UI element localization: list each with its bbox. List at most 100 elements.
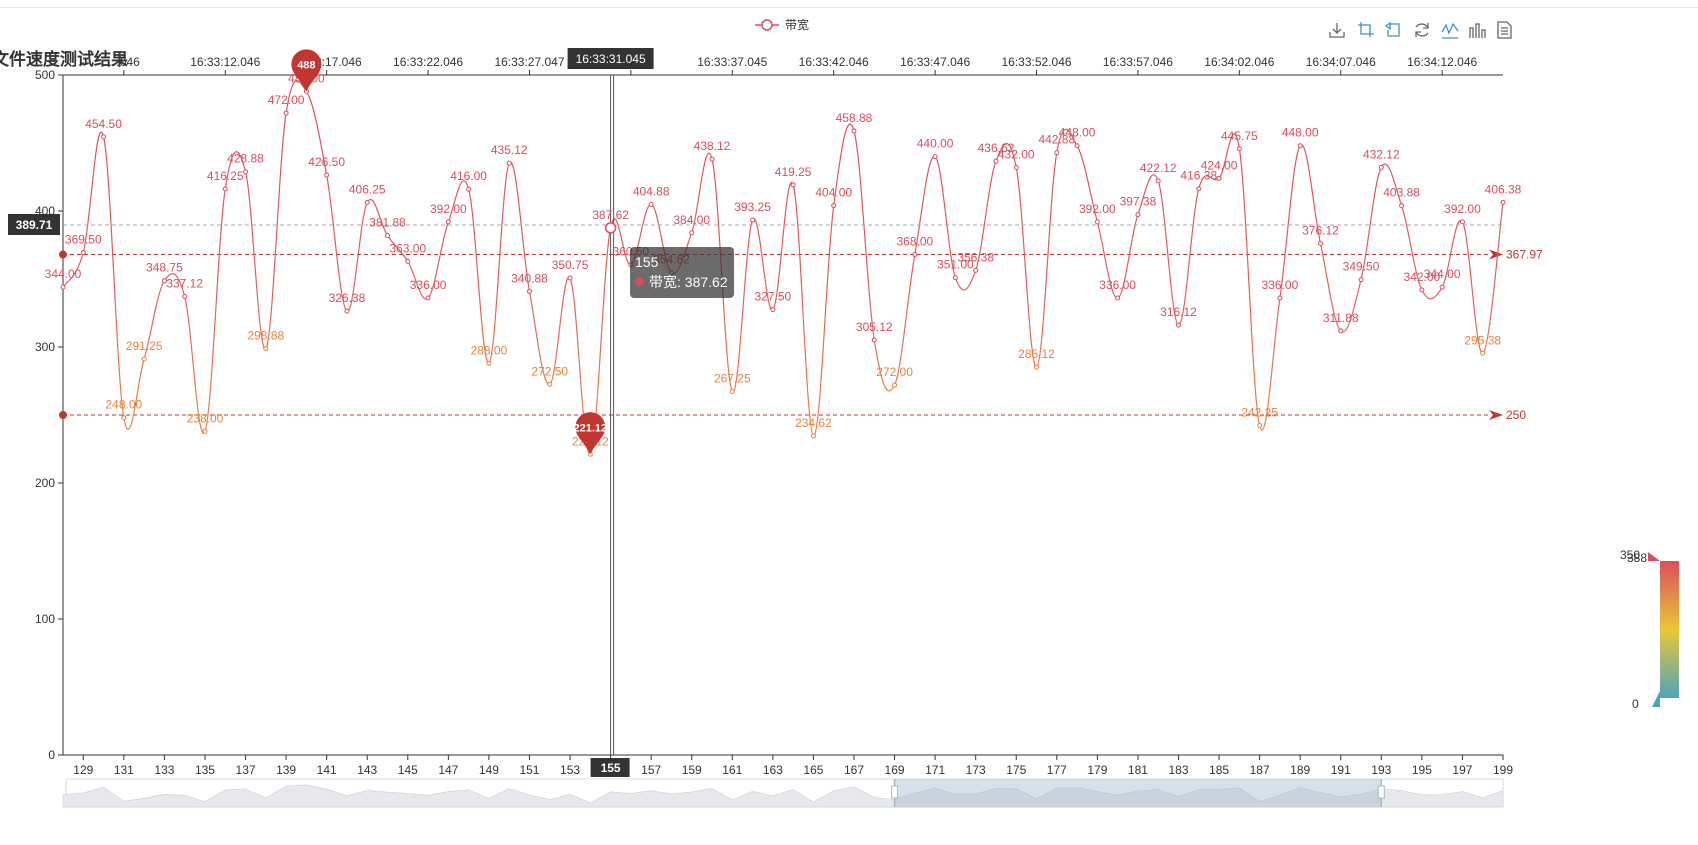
data-point[interactable] xyxy=(445,219,451,225)
data-point[interactable] xyxy=(932,154,938,160)
data-point[interactable] xyxy=(1094,219,1100,225)
data-point[interactable] xyxy=(405,258,411,264)
data-label: 404.88 xyxy=(633,184,670,198)
data-point[interactable] xyxy=(1317,240,1323,246)
data-label: 392.00 xyxy=(430,202,467,216)
data-point[interactable] xyxy=(648,201,654,207)
legend[interactable]: 带宽 xyxy=(755,17,809,32)
data-point[interactable] xyxy=(1115,295,1121,301)
visual-map-handle-low[interactable] xyxy=(1652,691,1660,707)
data-point[interactable] xyxy=(121,415,127,421)
data-point[interactable] xyxy=(851,128,857,134)
data-label: 267.25 xyxy=(714,372,751,386)
data-label: 440.00 xyxy=(917,137,954,151)
bar-chart-icon[interactable] xyxy=(1469,23,1486,38)
axis-pointer-bottom-badge xyxy=(590,758,630,777)
restore-icon[interactable] xyxy=(1415,23,1429,37)
data-point[interactable] xyxy=(1480,350,1486,356)
data-point[interactable] xyxy=(1155,178,1161,184)
data-point[interactable] xyxy=(1338,328,1344,334)
zoom-reset-icon[interactable] xyxy=(1384,21,1400,37)
data-point[interactable] xyxy=(709,156,715,162)
data-point[interactable] xyxy=(324,172,330,178)
data-point[interactable] xyxy=(750,217,756,223)
data-point[interactable] xyxy=(1439,284,1445,290)
data-point[interactable] xyxy=(222,186,228,192)
zoom-icon[interactable] xyxy=(1358,22,1374,37)
data-point[interactable] xyxy=(1034,364,1040,370)
data-label: 445.75 xyxy=(1221,129,1258,143)
data-point[interactable] xyxy=(1419,287,1425,293)
data-point[interactable] xyxy=(1257,423,1263,429)
data-point[interactable] xyxy=(1135,212,1141,218)
data-point[interactable] xyxy=(425,295,431,301)
line-chart-icon[interactable] xyxy=(1441,22,1459,39)
data-point[interactable] xyxy=(243,169,249,175)
data-point[interactable] xyxy=(1196,186,1202,192)
data-point[interactable] xyxy=(770,307,776,313)
data-point[interactable] xyxy=(141,356,147,362)
y-tick-label: 0 xyxy=(48,748,55,762)
data-zoom-grip-left-icon[interactable] xyxy=(891,785,899,799)
data-point[interactable] xyxy=(1277,295,1283,301)
data-point[interactable] xyxy=(1054,150,1060,156)
data-point[interactable] xyxy=(790,182,796,188)
axis-pointer-top-label: 16:33:31.045 xyxy=(576,52,646,66)
x-tick-label: 137 xyxy=(236,763,256,777)
data-point[interactable] xyxy=(60,284,66,290)
data-point[interactable] xyxy=(364,200,370,205)
data-point[interactable] xyxy=(1074,143,1080,149)
x-tick-label: 159 xyxy=(682,763,702,777)
download-icon[interactable] xyxy=(1329,23,1345,38)
data-point[interactable] xyxy=(871,337,877,343)
data-point[interactable] xyxy=(729,389,735,395)
data-point[interactable] xyxy=(263,346,269,352)
data-view-icon[interactable] xyxy=(1497,21,1512,39)
data-point[interactable] xyxy=(1459,219,1465,225)
data-point[interactable] xyxy=(1175,322,1181,328)
data-label: 404.00 xyxy=(815,186,852,200)
data-point[interactable] xyxy=(506,160,512,166)
top-tick-label: …046 xyxy=(108,55,140,69)
data-zoom-selection[interactable] xyxy=(894,779,1382,807)
data-point[interactable] xyxy=(466,186,472,192)
data-point[interactable] xyxy=(810,433,816,439)
data-point[interactable] xyxy=(1013,164,1019,170)
data-point[interactable] xyxy=(993,158,999,164)
data-point[interactable] xyxy=(344,308,350,314)
data-zoom-grip-right-icon[interactable] xyxy=(1377,785,1385,799)
data-point[interactable] xyxy=(182,294,188,300)
visual-map[interactable]: 350 388 0 xyxy=(1620,548,1679,711)
data-label: 272.50 xyxy=(531,364,568,378)
data-point[interactable] xyxy=(892,382,898,388)
data-point[interactable] xyxy=(526,288,532,294)
x-tick-label: 129 xyxy=(73,763,93,777)
data-point[interactable] xyxy=(1378,164,1384,170)
data-point[interactable] xyxy=(385,233,391,239)
top-tick-label: 16:33:52.046 xyxy=(1001,55,1071,69)
mark-point-label: 488 xyxy=(297,59,315,71)
data-point[interactable] xyxy=(973,267,979,273)
data-point[interactable] xyxy=(202,428,208,434)
data-point[interactable] xyxy=(952,275,958,281)
data-point[interactable] xyxy=(831,203,837,209)
data-point[interactable] xyxy=(567,275,573,281)
data-point[interactable] xyxy=(486,360,492,366)
data-point[interactable] xyxy=(1297,143,1303,149)
data-point[interactable] xyxy=(1500,199,1506,205)
data-point[interactable] xyxy=(1236,146,1242,152)
data-point[interactable] xyxy=(283,110,289,116)
data-point[interactable] xyxy=(689,230,695,236)
data-point[interactable] xyxy=(912,252,918,258)
data-point[interactable] xyxy=(1399,203,1405,209)
data-point[interactable] xyxy=(1358,277,1364,283)
data-point[interactable] xyxy=(101,134,107,140)
data-point[interactable] xyxy=(547,381,553,387)
data-point[interactable] xyxy=(80,249,86,255)
visual-map-handle-high[interactable] xyxy=(1648,552,1660,561)
data-point[interactable] xyxy=(1216,175,1222,181)
data-point[interactable] xyxy=(161,278,167,284)
data-label: 416.00 xyxy=(450,169,487,183)
data-label: 454.50 xyxy=(85,117,122,131)
